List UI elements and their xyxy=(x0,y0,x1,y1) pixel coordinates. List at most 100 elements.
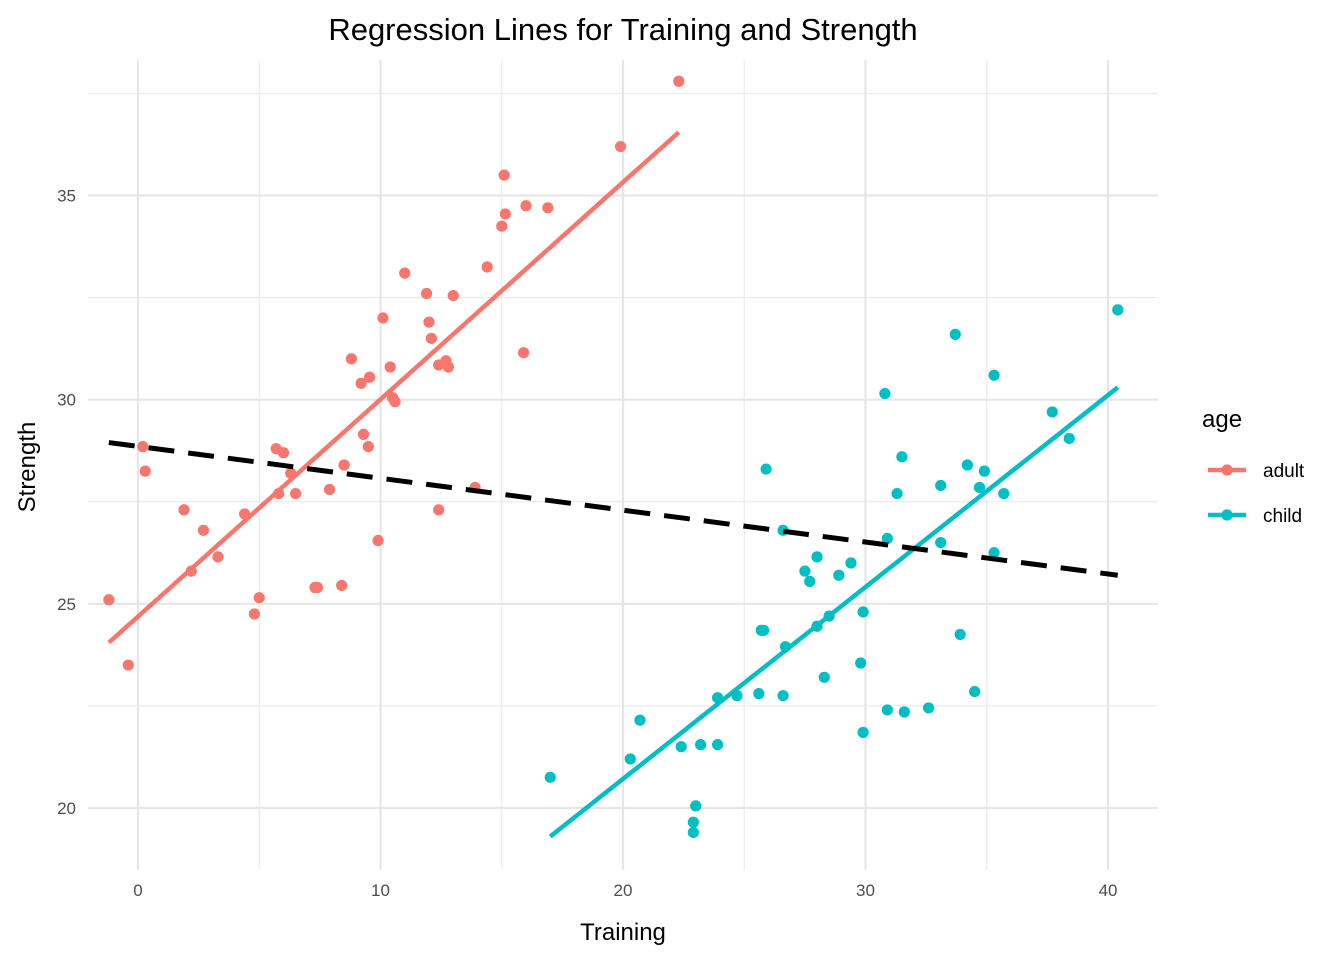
point-child xyxy=(988,547,1000,559)
point-adult xyxy=(103,594,115,606)
point-child xyxy=(833,569,845,581)
point-adult xyxy=(311,581,324,594)
point-adult xyxy=(447,289,459,302)
point-child xyxy=(988,369,1000,381)
point-adult xyxy=(420,287,433,300)
point-adult xyxy=(372,534,384,547)
point-adult xyxy=(433,504,445,516)
x-tick-label: 20 xyxy=(614,881,633,900)
fit-line-adult xyxy=(107,130,681,645)
point-adult xyxy=(498,169,510,181)
point-adult xyxy=(423,316,435,328)
point-adult xyxy=(542,202,554,214)
fit-lines xyxy=(107,130,1120,839)
point-adult xyxy=(355,377,367,389)
point-adult xyxy=(442,361,454,373)
point-child xyxy=(690,800,702,812)
point-child xyxy=(811,551,823,563)
point-child xyxy=(753,688,765,700)
legend-label-adult: adult xyxy=(1263,461,1305,482)
point-adult xyxy=(239,508,251,520)
point-adult xyxy=(178,504,190,516)
point-child xyxy=(777,690,789,702)
point-adult xyxy=(377,312,389,324)
point-adult xyxy=(137,441,149,453)
x-tick-label: 0 xyxy=(133,881,142,900)
point-child xyxy=(799,565,811,577)
chart-title: Regression Lines for Training and Streng… xyxy=(328,12,917,47)
point-child xyxy=(1046,406,1058,418)
y-tick-label: 25 xyxy=(57,595,76,614)
point-adult xyxy=(673,75,685,87)
point-child xyxy=(687,826,699,839)
point-child xyxy=(998,487,1010,500)
legend-key-point-child xyxy=(1221,509,1233,521)
point-adult xyxy=(481,261,493,273)
point-adult xyxy=(363,371,376,383)
y-axis-title: Strength xyxy=(14,422,41,513)
point-child xyxy=(961,459,973,471)
point-child xyxy=(804,575,816,587)
point-adult xyxy=(399,267,411,279)
point-adult xyxy=(285,467,297,479)
y-tick-label: 35 xyxy=(57,187,76,206)
point-adult xyxy=(425,332,438,345)
point-child xyxy=(857,606,869,618)
x-tick-label: 30 xyxy=(856,881,875,900)
point-adult xyxy=(384,361,396,373)
point-adult xyxy=(248,608,260,620)
point-adult xyxy=(122,659,134,671)
point-child xyxy=(1063,432,1075,445)
point-adult xyxy=(212,551,224,563)
point-child xyxy=(879,387,891,400)
point-child xyxy=(624,753,636,765)
point-child xyxy=(823,610,835,622)
point-adult xyxy=(357,428,370,440)
point-child xyxy=(855,657,867,669)
overall-fit-line xyxy=(108,440,1119,578)
point-adult xyxy=(517,347,530,359)
point-child xyxy=(1112,304,1124,316)
point-child xyxy=(760,463,772,475)
point-child xyxy=(731,690,743,702)
legend-label-child: child xyxy=(1263,506,1302,527)
point-adult xyxy=(389,396,401,408)
point-child xyxy=(634,714,646,726)
point-child xyxy=(969,685,981,698)
point-adult xyxy=(323,483,336,496)
point-child xyxy=(779,641,792,653)
legend-key-point-adult xyxy=(1221,464,1233,476)
y-tick-label: 20 xyxy=(57,799,76,818)
point-child xyxy=(973,481,986,494)
point-child xyxy=(758,624,770,636)
grid-major xyxy=(88,60,1158,870)
point-adult xyxy=(289,487,302,500)
point-adult xyxy=(336,579,348,592)
point-child xyxy=(896,451,908,463)
point-child xyxy=(881,532,893,545)
point-adult xyxy=(496,220,508,232)
point-child xyxy=(675,741,687,753)
point-adult xyxy=(345,353,357,365)
point-child xyxy=(954,628,966,641)
point-adult xyxy=(273,487,285,500)
legend-title: age xyxy=(1202,406,1242,433)
point-adult xyxy=(499,208,511,220)
point-child xyxy=(922,702,935,714)
point-child xyxy=(881,704,893,716)
point-child xyxy=(818,671,830,683)
point-child xyxy=(857,726,869,739)
point-child xyxy=(695,739,707,751)
point-child xyxy=(811,620,823,632)
point-adult xyxy=(614,140,627,153)
point-child xyxy=(891,487,903,500)
point-child xyxy=(687,816,699,828)
point-child xyxy=(711,692,724,704)
point-adult xyxy=(185,565,197,577)
point-child xyxy=(949,328,961,340)
point-child xyxy=(544,771,556,783)
data-points xyxy=(103,75,1124,839)
point-child xyxy=(935,536,947,549)
y-axis-ticks: 20 25 30 35 xyxy=(57,187,76,818)
